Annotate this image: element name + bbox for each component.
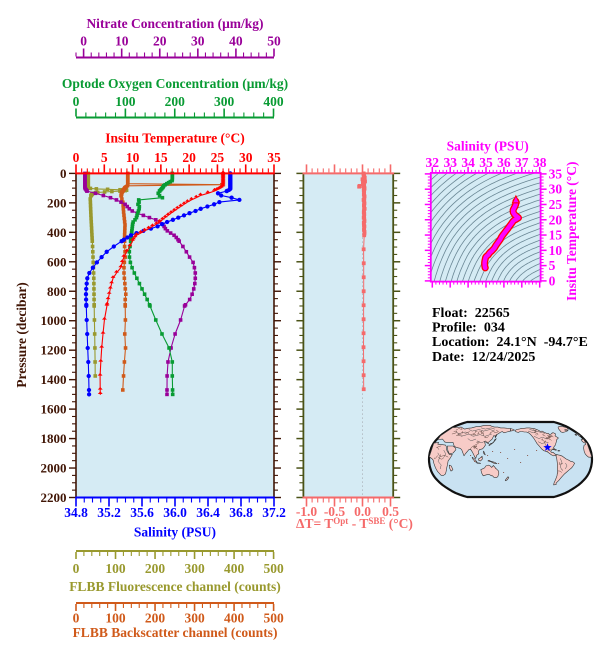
svg-text:0: 0	[60, 166, 67, 181]
svg-text:1600: 1600	[41, 402, 67, 417]
svg-text:0.0: 0.0	[354, 504, 371, 519]
svg-text:300: 300	[184, 611, 205, 626]
svg-text:5: 5	[549, 258, 556, 273]
svg-text:400: 400	[224, 561, 245, 576]
svg-text:36.8: 36.8	[229, 505, 253, 520]
svg-text:32: 32	[426, 155, 440, 170]
svg-text:200: 200	[165, 94, 186, 109]
svg-text:500: 500	[263, 611, 284, 626]
svg-text:Salinity (PSU): Salinity (PSU)	[134, 525, 216, 540]
svg-text:30: 30	[239, 150, 253, 165]
svg-text:500: 500	[263, 561, 284, 576]
svg-text:100: 100	[105, 611, 126, 626]
svg-text:34.8: 34.8	[64, 505, 88, 520]
svg-text:34: 34	[461, 155, 475, 170]
svg-text:10: 10	[126, 150, 140, 165]
svg-text:0: 0	[80, 34, 87, 49]
svg-text:100: 100	[105, 561, 126, 576]
svg-text:1800: 1800	[41, 431, 67, 446]
svg-text:Optode Oxygen Concentration (μ: Optode Oxygen Concentration (μm/kg)	[62, 76, 288, 91]
svg-text:20: 20	[182, 150, 196, 165]
svg-text:600: 600	[47, 254, 67, 269]
svg-text:0: 0	[73, 94, 80, 109]
svg-text:36.4: 36.4	[196, 505, 220, 520]
svg-text:33: 33	[443, 155, 457, 170]
svg-text:0: 0	[549, 273, 556, 288]
svg-text:Insitu Temperature (°C): Insitu Temperature (°C)	[105, 131, 244, 146]
svg-text:0: 0	[73, 561, 80, 576]
svg-text:0: 0	[73, 611, 80, 626]
svg-text:30: 30	[549, 182, 563, 197]
svg-text:36: 36	[497, 155, 511, 170]
svg-text:0: 0	[73, 150, 80, 165]
svg-text:35.6: 35.6	[130, 505, 154, 520]
svg-text:Location: 24.1°N -94.7°E: Location: 24.1°N -94.7°E	[432, 335, 588, 350]
svg-text:400: 400	[224, 611, 245, 626]
svg-text:Date: 12/24/2025: Date: 12/24/2025	[432, 350, 535, 365]
svg-text:40: 40	[229, 34, 243, 49]
svg-text:200: 200	[47, 195, 67, 210]
svg-text:Pressure (decibar): Pressure (decibar)	[14, 282, 29, 388]
svg-text:38: 38	[533, 155, 547, 170]
svg-text:1200: 1200	[41, 343, 67, 358]
svg-text:37.2: 37.2	[262, 505, 286, 520]
svg-text:10: 10	[115, 34, 129, 49]
svg-text:25: 25	[549, 197, 563, 212]
svg-text:15: 15	[154, 150, 168, 165]
svg-text:FLBB Fluorescence channel (cou: FLBB Fluorescence channel (counts)	[69, 579, 281, 594]
svg-text:2000: 2000	[41, 461, 67, 476]
svg-text:2200: 2200	[41, 490, 67, 505]
svg-text:1000: 1000	[41, 313, 67, 328]
svg-text:Profile: 034: Profile: 034	[432, 321, 505, 336]
svg-text:-1.0: -1.0	[296, 504, 318, 519]
svg-text:400: 400	[263, 94, 284, 109]
svg-text:15: 15	[549, 228, 563, 243]
svg-text:35: 35	[267, 150, 281, 165]
svg-text:200: 200	[145, 611, 166, 626]
svg-text:Float: 22565: Float: 22565	[432, 306, 510, 321]
svg-text:Insitu Temperature (°C): Insitu Temperature (°C)	[564, 162, 579, 301]
svg-text:800: 800	[47, 284, 67, 299]
svg-text:FLBB Backscatter channel (coun: FLBB Backscatter channel (counts)	[73, 625, 278, 640]
svg-text:30: 30	[191, 34, 205, 49]
svg-text:200: 200	[145, 561, 166, 576]
svg-text:100: 100	[115, 94, 136, 109]
svg-text:50: 50	[267, 34, 281, 49]
svg-text:36.0: 36.0	[163, 505, 187, 520]
svg-text:37: 37	[515, 155, 529, 170]
svg-text:-0.5: -0.5	[324, 504, 346, 519]
svg-text:Nitrate Concentration (μm/kg): Nitrate Concentration (μm/kg)	[86, 16, 263, 31]
svg-text:25: 25	[211, 150, 225, 165]
svg-text:20: 20	[153, 34, 167, 49]
svg-text:1400: 1400	[41, 372, 67, 387]
svg-text:35: 35	[549, 166, 563, 181]
svg-text:35: 35	[479, 155, 493, 170]
svg-text:ΔT= TOpt - TSBE (°C): ΔT= TOpt - TSBE (°C)	[296, 516, 413, 531]
svg-text:400: 400	[47, 225, 67, 240]
svg-text:300: 300	[214, 94, 235, 109]
svg-text:5: 5	[101, 150, 108, 165]
svg-text:20: 20	[549, 212, 563, 227]
svg-text:Salinity (PSU): Salinity (PSU)	[447, 139, 529, 154]
svg-text:10: 10	[549, 243, 563, 258]
svg-text:0.5: 0.5	[382, 504, 399, 519]
svg-text:35.2: 35.2	[97, 505, 121, 520]
svg-text:300: 300	[184, 561, 205, 576]
